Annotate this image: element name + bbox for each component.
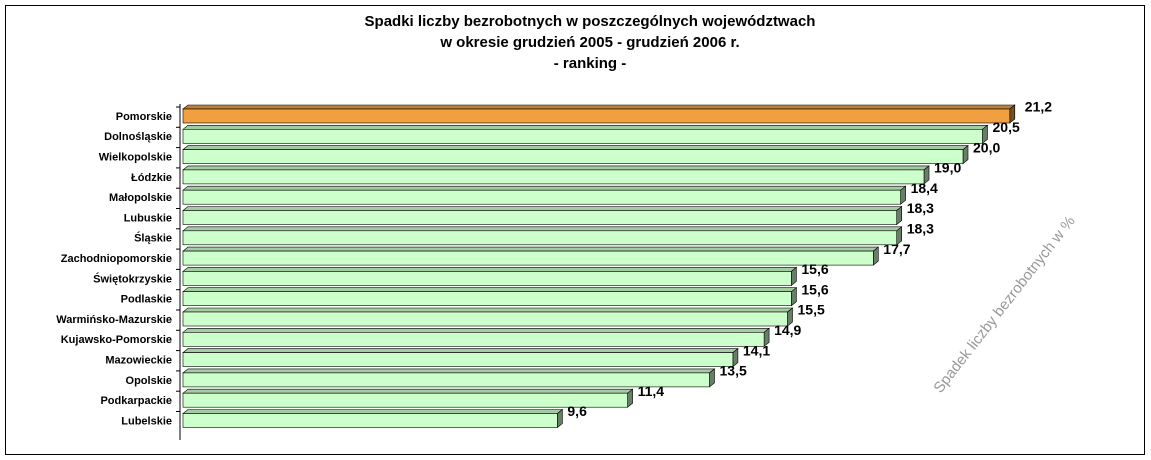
value-label: 18,3	[907, 221, 934, 237]
value-label: 9,6	[567, 403, 587, 419]
bar-top	[182, 206, 903, 211]
bar	[182, 291, 792, 307]
bar-top	[182, 185, 907, 191]
value-label: 20,5	[993, 119, 1020, 135]
value-label: 15,6	[801, 281, 828, 297]
value-label: 20,0	[973, 139, 1000, 155]
bar	[182, 169, 925, 185]
category-label: Podkarpackie	[100, 395, 172, 407]
bar-top	[182, 368, 716, 374]
value-label: 15,6	[801, 261, 828, 277]
bar	[182, 189, 901, 205]
bar	[182, 129, 983, 144]
category-label: Lubuskie	[124, 212, 172, 224]
chart-title: - ranking -	[554, 55, 627, 72]
bar-top	[182, 125, 989, 130]
chart-title: Spadki liczby bezrobotnych w poszczególn…	[365, 13, 816, 30]
category-label: Opolskie	[126, 375, 172, 387]
category-label: Zachodniopomorskie	[61, 253, 172, 265]
bar	[182, 413, 558, 428]
category-label: Małopolskie	[109, 192, 172, 204]
bar-top	[182, 226, 903, 232]
category-label: Warmińsko-Mazurskie	[56, 314, 172, 326]
category-label: Lubelskie	[121, 415, 172, 427]
value-label: 17,7	[883, 241, 910, 257]
bar-top	[182, 327, 770, 333]
value-label: 11,4	[638, 383, 665, 399]
bar-top	[182, 246, 880, 252]
category-label: Mazowieckie	[105, 355, 172, 367]
value-label: 18,4	[911, 180, 938, 196]
category-label: Kujawsko-Pomorskie	[61, 334, 172, 346]
category-label: Pomorskie	[116, 111, 172, 123]
value-label: 18,3	[907, 200, 934, 216]
chart-title: w okresie grudzień 2005 - grudzień 2006 …	[439, 34, 739, 51]
value-label: 15,5	[798, 302, 825, 318]
value-label: 14,1	[743, 342, 770, 358]
bar	[182, 392, 628, 408]
category-label: Łódzkie	[131, 172, 172, 184]
bar-top	[182, 348, 739, 353]
value-label: 21,2	[1025, 99, 1052, 115]
category-label: Wielkopolskie	[99, 152, 172, 164]
bar	[182, 372, 710, 388]
value-label: 19,0	[934, 160, 961, 176]
value-label: 13,5	[720, 363, 747, 379]
bar	[182, 352, 734, 367]
bar-top	[182, 388, 634, 394]
bar-top	[182, 267, 798, 272]
bar-top	[182, 104, 1016, 110]
value-label: 14,9	[774, 322, 801, 338]
bar-top	[182, 165, 930, 171]
bar	[182, 250, 874, 266]
bar-top	[182, 145, 969, 150]
bar	[182, 210, 898, 225]
bar-top	[182, 307, 794, 313]
category-label: Śląskie	[134, 232, 172, 245]
category-label: Podlaskie	[121, 294, 172, 306]
bar	[182, 149, 964, 164]
bar-top	[182, 287, 798, 293]
bar	[182, 311, 788, 327]
bar	[182, 271, 792, 286]
bar-top	[182, 409, 564, 414]
category-label: Dolnośląskie	[104, 131, 172, 143]
category-label: Świętokrzyskie	[93, 272, 172, 285]
bar	[182, 108, 1011, 124]
bar	[182, 331, 765, 347]
bar	[182, 230, 898, 246]
